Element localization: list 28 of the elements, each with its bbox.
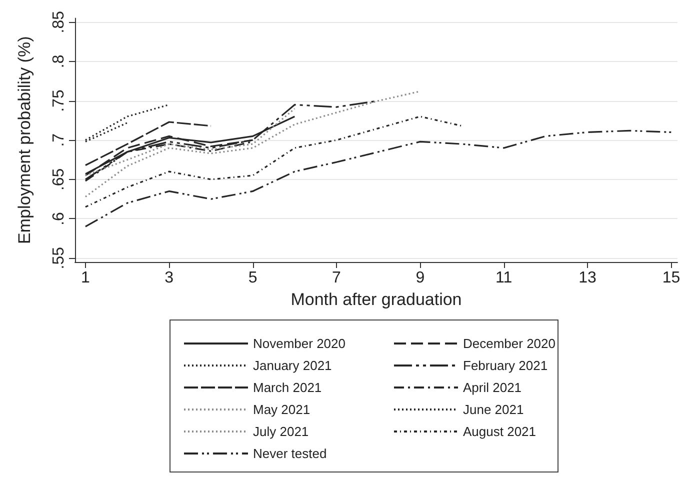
x-tick-label: 9 [416, 270, 425, 286]
legend-label: November 2020 [253, 336, 346, 351]
legend-label: December 2020 [463, 336, 556, 351]
legend-label: March 2021 [253, 380, 322, 395]
x-tick-label: 15 [662, 270, 680, 286]
legend-label: July 2021 [253, 424, 309, 439]
legend-label: Never tested [253, 446, 327, 461]
x-tick-label: 13 [578, 270, 597, 286]
x-tick-label: 1 [81, 270, 90, 286]
legend-label: May 2021 [253, 402, 310, 417]
x-tick-label: 5 [248, 270, 258, 286]
y-tick-label: .75 [50, 90, 68, 112]
legend-label: August 2021 [463, 424, 536, 439]
y-tick-label: .55 [50, 246, 68, 270]
legend-label: January 2021 [253, 358, 332, 373]
y-tick-label: .85 [50, 10, 68, 34]
x-tick-label: 7 [332, 270, 342, 286]
legend-label: April 2021 [463, 380, 522, 395]
legend-label: February 2021 [463, 358, 548, 373]
x-tick-label: 11 [496, 270, 512, 286]
y-tick-label: .8 [50, 54, 68, 68]
x-axis-title: Month after graduation [290, 290, 462, 309]
y-axis-title: Employment probability (%) [15, 36, 34, 244]
legend-label: June 2021 [463, 402, 524, 417]
y-tick-label: .6 [50, 212, 68, 226]
y-tick-label: .65 [50, 168, 68, 191]
x-tick-label: 3 [164, 270, 174, 286]
y-tick-label: .7 [50, 133, 68, 147]
